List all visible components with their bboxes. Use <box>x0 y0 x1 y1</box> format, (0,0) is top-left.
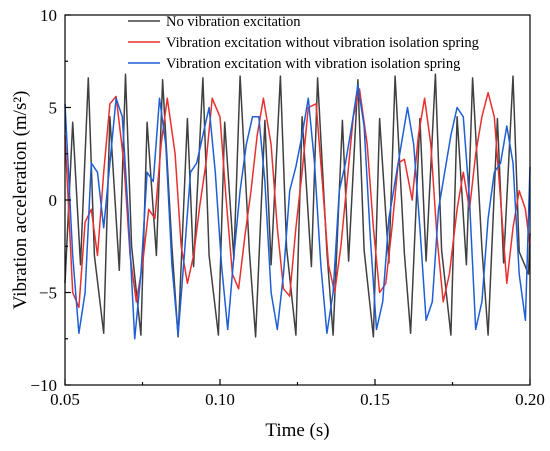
axes-layer: 0.05 0.10 0.15 0.20 10 5 0 −5 −10 <box>30 6 544 409</box>
y-tick-label: −10 <box>30 376 57 395</box>
y-axis-title: Vibration acceleration (m/s²) <box>10 91 31 310</box>
x-tick-label: 0.05 <box>50 390 80 409</box>
series-line-1 <box>64 73 531 338</box>
legend-label-2: Vibration excitation without vibration i… <box>166 35 479 51</box>
x-tick-label: 0.15 <box>360 390 390 409</box>
y-tick-label: 0 <box>49 191 58 210</box>
x-tick-label: 0.20 <box>515 390 545 409</box>
legend-label-1: No vibration excitation <box>166 14 301 30</box>
series-line-2 <box>64 88 531 309</box>
y-tick-label: 10 <box>40 6 57 25</box>
x-tick-label: 0.10 <box>205 390 235 409</box>
y-tick-label: 5 <box>49 99 58 118</box>
series-line-3 <box>64 84 531 340</box>
series-layer <box>64 73 531 340</box>
legend-label-3: Vibration excitation with vibration isol… <box>166 56 460 72</box>
y-tick-label: −5 <box>39 284 57 303</box>
x-axis-title: Time (s) <box>265 420 329 441</box>
legend: No vibration excitation Vibration excitat… <box>128 14 479 72</box>
